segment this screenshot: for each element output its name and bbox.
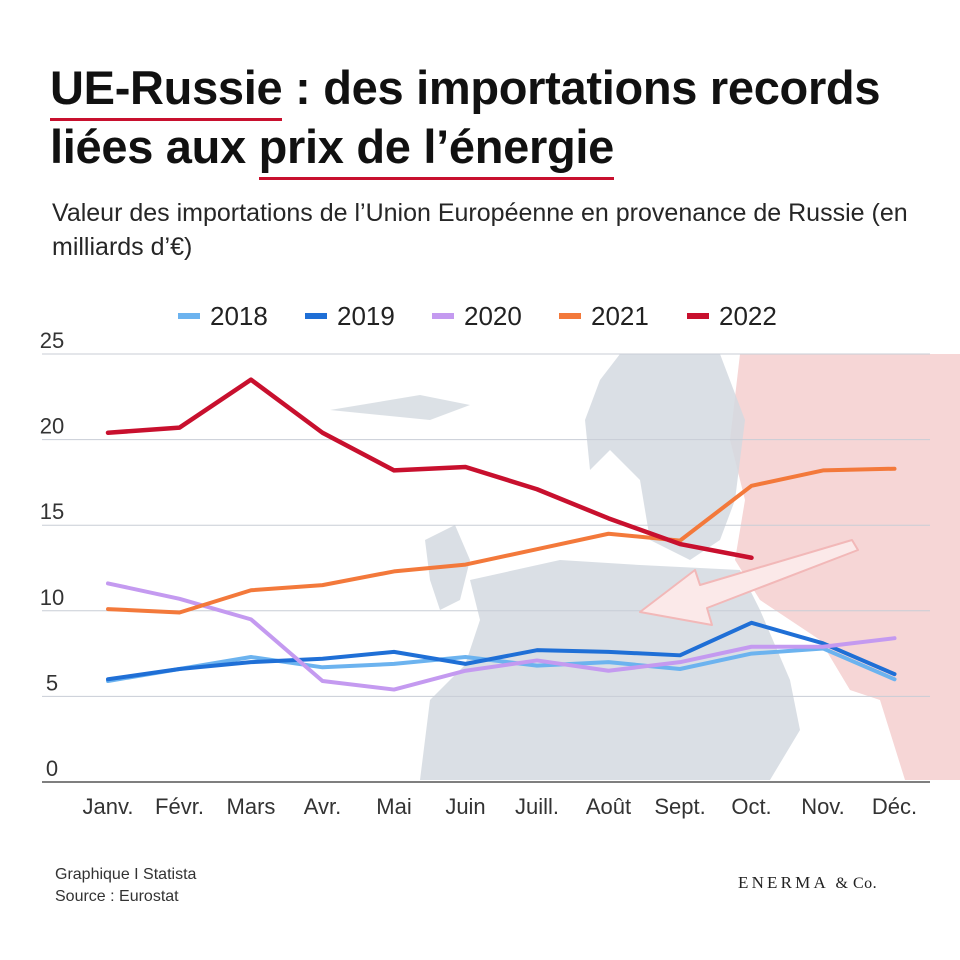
chart-title: UE-Russie : des importations records lié… (50, 58, 930, 180)
title-highlight-energy-prices: prix de l’énergie (258, 120, 614, 180)
brand-logo: ENERMA & Co. (738, 873, 877, 893)
series-line-2018 (106, 646, 897, 683)
title-highlight-eu-russia: UE-Russie (50, 61, 283, 121)
legend-label-2019: 2019 (337, 301, 395, 331)
arrow-shape (639, 539, 859, 626)
x-tick-label: Mars (227, 794, 276, 819)
x-tick-label: Sept. (654, 794, 705, 819)
chart-subtitle: Valeur des importations de l’Union Europ… (52, 199, 908, 261)
x-tick-label: Févr. (155, 794, 204, 819)
legend-label-2018: 2018 (210, 301, 268, 331)
russia-shape (730, 354, 960, 780)
legend-label-2021: 2021 (591, 301, 649, 331)
y-tick-label-15: 15 (40, 499, 64, 524)
y-tick-label-25: 25 (40, 328, 64, 353)
x-tick-label: Oct. (731, 794, 771, 819)
y-axis: 0 5 10 15 20 25 (40, 328, 64, 781)
x-tick-label: Avr. (304, 794, 342, 819)
brand-name: ENERMA (738, 873, 829, 892)
legend-label-2022: 2022 (719, 301, 777, 331)
x-tick-label: Nov. (801, 794, 845, 819)
x-tick-label: Janv. (83, 794, 134, 819)
y-tick-label-20: 20 (40, 414, 64, 439)
iceland-shape (330, 395, 470, 420)
footer-source: Source : Eurostat (55, 888, 179, 905)
scandinavia-shape (585, 354, 745, 560)
legend-label-2020: 2020 (464, 301, 522, 331)
footer-credit: Graphique I Statista (55, 866, 197, 883)
y-tick-label-10: 10 (40, 585, 64, 610)
series-line-2020 (106, 581, 897, 692)
x-axis: Janv. Févr. Mars Avr. Mai Juin Juill. Août Sept.… (83, 794, 918, 819)
x-tick-label: Juill. (515, 794, 559, 819)
y-tick-label-0: 0 (46, 756, 58, 781)
series-line-2021 (106, 466, 897, 615)
title-middle: : des importations records liées aux (50, 61, 881, 173)
legend: 2018 2019 2020 2021 2022 (178, 301, 777, 331)
x-tick-label: Juin (445, 794, 485, 819)
series-line-2022 (105, 377, 754, 560)
footer-credits: Graphique I Statista Source : Eurostat (55, 864, 196, 908)
brand-suffix: & Co. (835, 875, 878, 892)
series-line-2019 (106, 620, 897, 682)
y-tick-label-5: 5 (46, 670, 58, 695)
decline-arrow-icon (639, 539, 859, 626)
series-lines (105, 377, 897, 692)
x-tick-label: Déc. (872, 794, 917, 819)
x-tick-label: Août (586, 794, 631, 819)
x-tick-label: Mai (376, 794, 411, 819)
